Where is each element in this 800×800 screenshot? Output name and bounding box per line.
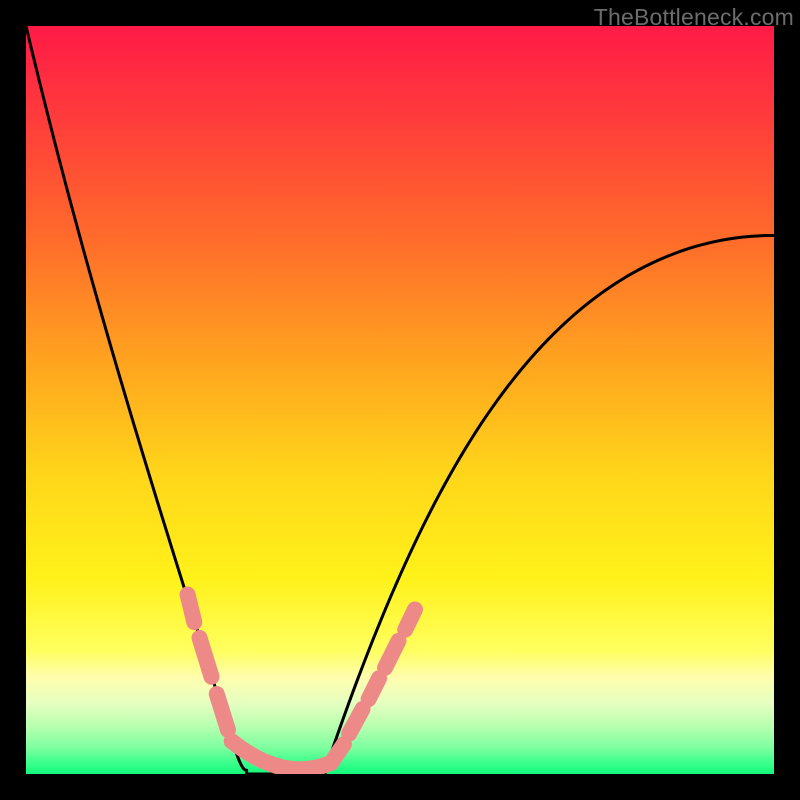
border-bottom — [0, 774, 800, 800]
border-right — [774, 0, 800, 800]
highlight-segment — [188, 594, 195, 622]
highlight-segment — [217, 694, 228, 730]
highlight-segment — [369, 678, 379, 699]
watermark-text: TheBottleneck.com — [594, 4, 794, 31]
border-left — [0, 0, 26, 800]
chart-gradient-background — [26, 26, 774, 774]
highlight-segment — [405, 609, 415, 629]
